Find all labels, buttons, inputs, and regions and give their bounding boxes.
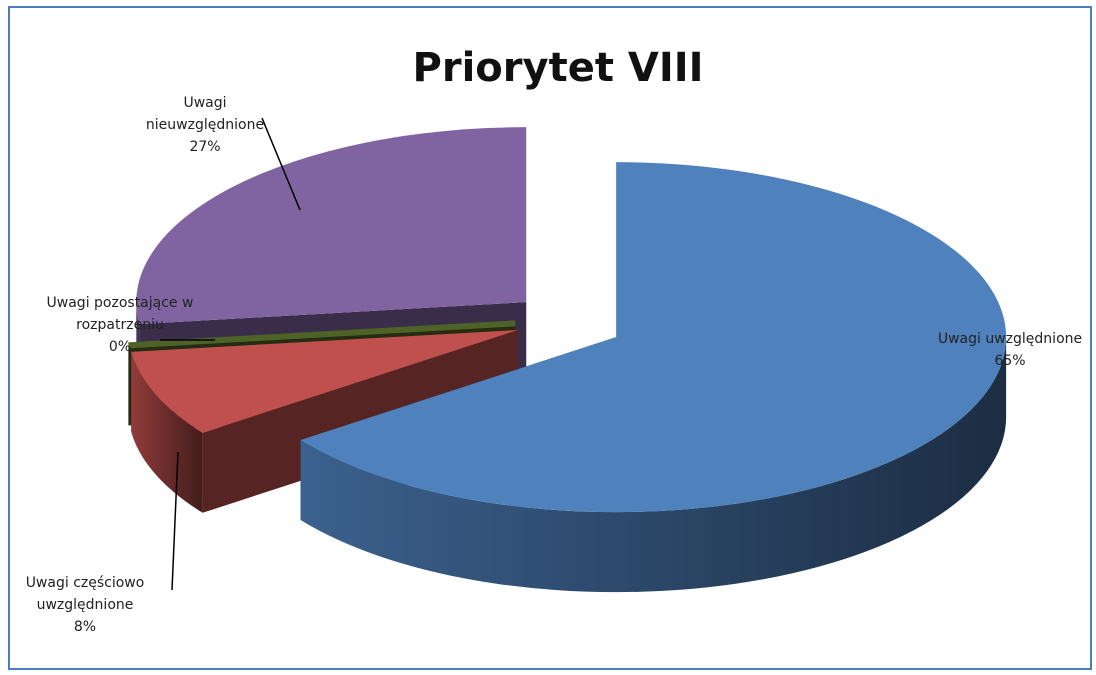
pie-slice	[300, 162, 1007, 593]
data-label: Uwagi częściowo uwzględnione 8%	[15, 572, 155, 638]
slice-top	[128, 320, 516, 349]
value-label: 65%	[994, 353, 1026, 369]
category-label: Uwagi pozostające w rozpatrzeniu	[46, 295, 194, 333]
data-label: Uwagi uwzględnione 65%	[910, 328, 1096, 372]
chart-title: Priorytet VIII	[412, 45, 704, 91]
slice-top	[136, 127, 527, 325]
leader-line	[171, 451, 179, 591]
category-label: Uwagi uwzględnione	[937, 331, 1083, 347]
slice-side	[131, 351, 203, 513]
data-label: Uwagi nieuwzględnione 27%	[130, 92, 280, 158]
category-label: Uwagi częściowo uwzględnione	[25, 575, 145, 613]
chart-frame	[8, 6, 1092, 670]
value-label: 0%	[108, 339, 132, 355]
category-label: Uwagi nieuwzględnione	[145, 95, 265, 133]
value-label: 27%	[189, 139, 221, 155]
value-label: 8%	[73, 619, 97, 635]
data-label: Uwagi pozostające w rozpatrzeniu 0%	[5, 292, 235, 358]
slice-side	[300, 337, 1007, 593]
slice-top	[131, 329, 519, 433]
slice-top	[300, 162, 1007, 513]
leader-line	[261, 117, 301, 211]
